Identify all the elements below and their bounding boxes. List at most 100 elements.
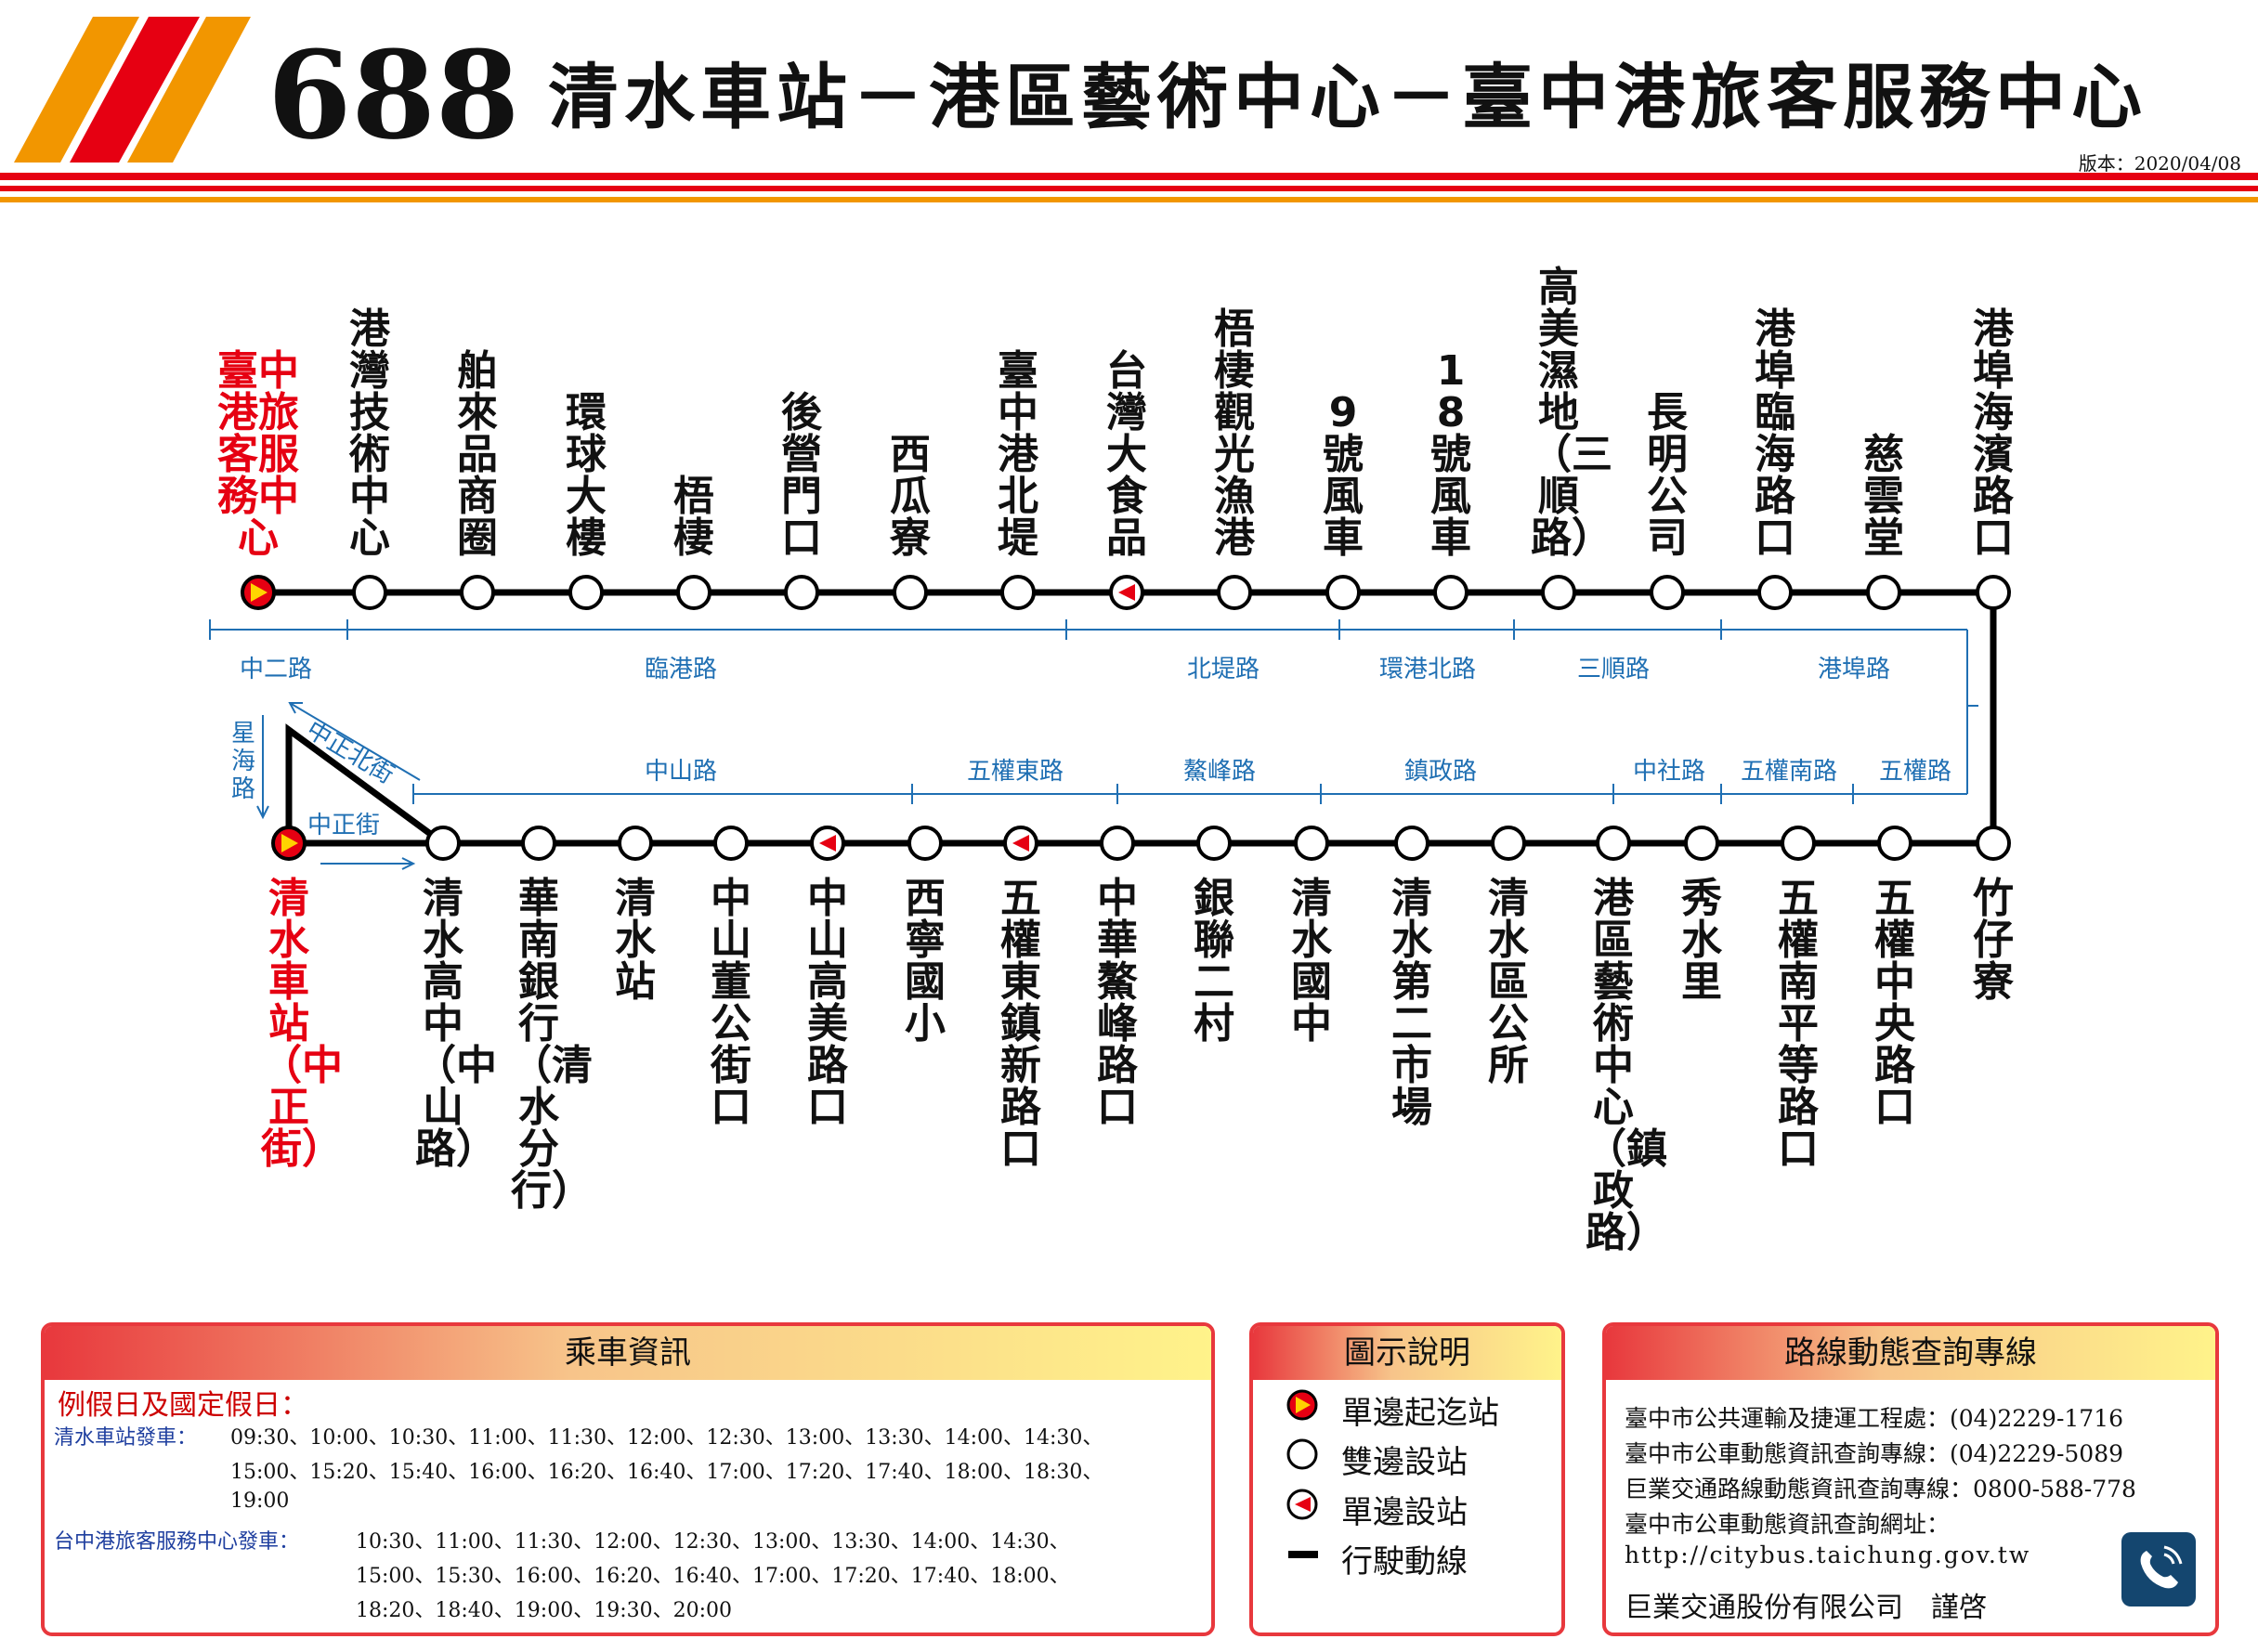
stop-name: 五權東鎮新路口 xyxy=(1000,875,1041,1173)
stop-marker xyxy=(1684,826,1719,861)
stop-marker xyxy=(784,575,819,610)
stop-name: 華南銀行（清水分行） xyxy=(511,875,593,1215)
from-port-label: 台中港旅客服務中心發車： xyxy=(54,1530,300,1554)
stop-name: 清水車站（中正街） xyxy=(261,875,343,1173)
from-station-times: 09:30、10:00、10:30、11:00、11:30、12:00、12:3… xyxy=(230,1426,1103,1450)
ride-info-heading: 乘車資訊 xyxy=(45,1326,1211,1380)
legend-one-way: 單邊設站 xyxy=(1341,1494,1468,1531)
one-way-arrow-icon xyxy=(1118,584,1135,601)
hotline-panel: 路線動態查詢專線 臺中市公共運輸及捷運工程處：(04)2229-1716 臺中市… xyxy=(1602,1322,2219,1636)
stop-name: 竹仔寮 xyxy=(1973,875,2014,1006)
stop-marker xyxy=(1596,826,1631,861)
loop-route-line xyxy=(285,723,446,846)
stop-name: 18號風車 xyxy=(1430,347,1471,562)
route-title: 清水車站－港區藝術中心－臺中港旅客服務中心 xyxy=(548,56,2147,138)
stop-name: 慈雲堂 xyxy=(1863,431,1904,562)
stop-marker xyxy=(1294,826,1329,861)
road-label: 鎮政路 xyxy=(1403,758,1478,786)
stop-name: 港埠臨海路口 xyxy=(1755,306,1795,562)
stop-marker xyxy=(1976,826,2011,861)
stop-marker xyxy=(1325,575,1361,610)
road-label: 臨港路 xyxy=(644,656,718,683)
from-port-times: 10:30、11:00、11:30、12:00、12:30、13:00、13:3… xyxy=(356,1530,1070,1554)
terminal-arrow-icon xyxy=(281,834,298,852)
stop-marker xyxy=(425,826,461,861)
hotline-line: 臺中市公車動態資訊查詢專線：(04)2229-5089 xyxy=(1625,1440,2124,1467)
from-station-times: 19:00 xyxy=(230,1489,290,1513)
stop-marker xyxy=(1433,575,1468,610)
stop-marker xyxy=(1196,826,1232,861)
holiday-subheading: 例假日及國定假日： xyxy=(58,1389,308,1422)
stop-name: 清水國中 xyxy=(1291,875,1332,1047)
stop-name: 舶來品商圈 xyxy=(457,347,498,562)
ride-info-panel: 乘車資訊 例假日及國定假日： 清水車站發車： 09:30、10:00、10:30… xyxy=(41,1322,1215,1636)
legend-heading: 圖示說明 xyxy=(1253,1326,1561,1380)
legend-both: 雙邊設站 xyxy=(1341,1444,1468,1481)
stop-name: 五權南平等路口 xyxy=(1778,875,1819,1173)
legend-panel: 圖示說明 單邊起迄站 雙邊設站 單邊設站 行駛動線 xyxy=(1249,1322,1565,1636)
phone-icon xyxy=(2121,1532,2196,1606)
stop-name: 梧棲 xyxy=(673,473,714,562)
road-label: 三順路 xyxy=(1576,656,1651,683)
stop-marker xyxy=(676,575,711,610)
road-label: 中山路 xyxy=(644,758,718,786)
hotline-url[interactable]: http://citybus.taichung.gov.tw xyxy=(1625,1541,2031,1568)
bottom-stops xyxy=(271,826,2011,861)
road-label: 五權路 xyxy=(1878,758,1952,786)
stop-marker xyxy=(352,575,387,610)
stop-name: 後營門口 xyxy=(781,389,822,562)
one-way-stop-icon xyxy=(1286,1489,1318,1520)
road-label-xinghai: 星海路 xyxy=(230,720,255,803)
stop-name: 清水站 xyxy=(615,875,656,1006)
stop-marker xyxy=(618,826,653,861)
road-label: 中二路 xyxy=(239,656,313,683)
stop-marker xyxy=(1541,575,1576,610)
stop-name: 中山高美路口 xyxy=(807,875,848,1131)
header-decoration xyxy=(0,17,2258,202)
stop-name: 梧棲觀光漁港 xyxy=(1214,306,1255,562)
stop-marker xyxy=(1394,826,1429,861)
hotline-line: 巨業交通路線動態資訊查詢專線：0800-588-778 xyxy=(1625,1476,2136,1502)
stop-marker xyxy=(460,575,495,610)
stop-name: 五權中央路口 xyxy=(1874,875,1915,1131)
stop-marker xyxy=(521,826,556,861)
road-label: 五權南路 xyxy=(1740,758,1838,786)
stop-name: 9號風車 xyxy=(1323,389,1364,562)
stop-marker xyxy=(713,826,749,861)
terminal-arrow-icon xyxy=(251,583,268,602)
legend-terminal: 單邊起迄站 xyxy=(1341,1395,1499,1432)
version-date: 版本：2020/04/08 xyxy=(2078,152,2241,175)
stop-marker xyxy=(1000,575,1036,610)
stop-marker xyxy=(907,826,943,861)
legend-line: 行駛動線 xyxy=(1341,1543,1468,1580)
from-station-times: 15:00、15:20、15:40、16:00、16:20、16:40、17:0… xyxy=(230,1461,1103,1484)
hotline-line: 臺中市公車動態資訊查詢網址： xyxy=(1625,1511,1951,1538)
stop-marker xyxy=(1650,575,1685,610)
one-way-arrow-icon xyxy=(819,835,836,852)
hotline-heading: 路線動態查詢專線 xyxy=(1606,1326,2215,1380)
stop-name: 臺中港旅客服務中心 xyxy=(217,347,299,562)
stop-name: 秀水里 xyxy=(1681,875,1722,1006)
stop-marker xyxy=(1757,575,1793,610)
road-label: 鰲峰路 xyxy=(1182,758,1257,786)
terminal-stop-icon xyxy=(1286,1389,1318,1421)
stop-name: 清水高中（中山路） xyxy=(415,875,497,1173)
stop-marker xyxy=(1217,575,1252,610)
road-label: 中社路 xyxy=(1632,758,1706,786)
stop-name: 環球大樓 xyxy=(566,389,607,562)
stop-name: 港灣技術中心 xyxy=(349,306,390,562)
stop-name: 銀聯二村 xyxy=(1194,875,1234,1047)
road-guides xyxy=(209,619,1978,870)
from-station-label: 清水車站發車： xyxy=(54,1426,198,1450)
route-number: 688 xyxy=(268,24,520,166)
stop-marker xyxy=(893,575,928,610)
stop-name: 高美濕地（三順路） xyxy=(1531,264,1612,562)
company-name: 巨業交通股份有限公司 謹啓 xyxy=(1625,1592,1987,1624)
stop-name: 西寧國小 xyxy=(905,875,946,1047)
stop-marker xyxy=(1100,826,1135,861)
from-port-times: 18:20、18:40、19:00、19:30、20:00 xyxy=(356,1599,733,1622)
stop-marker xyxy=(568,575,604,610)
stop-name: 臺中港北堤 xyxy=(998,347,1038,562)
route-map xyxy=(209,575,2011,870)
stop-marker xyxy=(1866,575,1901,610)
